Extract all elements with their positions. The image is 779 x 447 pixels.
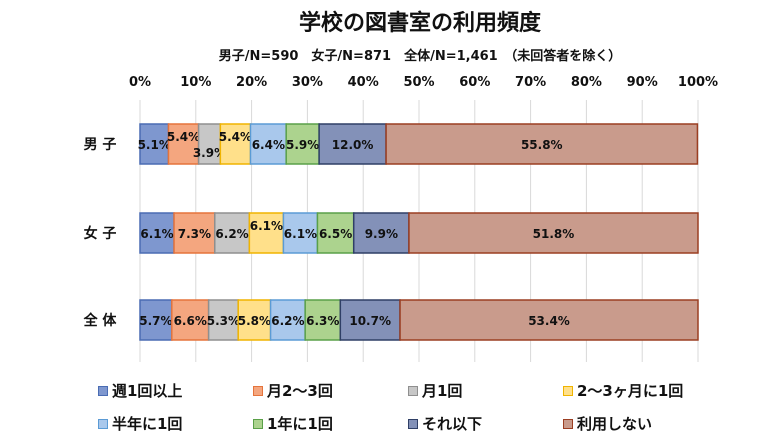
x-axis-ticks: 0% 10% 20% 30% 40% 50% 60% 70% 80% 90% 100% (129, 75, 718, 90)
bar-segment (219, 123, 252, 165)
category-label: 女 子 (84, 225, 117, 242)
bar-segment (167, 123, 200, 165)
legend: 週1回以上 月2～3回 月1回 2～3ヶ月に1回半年に1回 1年に1回 それ以下 利用しない (98, 380, 738, 434)
legend-swatch (563, 385, 573, 396)
legend-swatch (253, 385, 263, 396)
data-label: 5.3% (207, 314, 240, 328)
legend-item: 利用しない (563, 413, 738, 434)
bar-segment (399, 299, 699, 341)
x-tick-label: 60% (459, 75, 490, 90)
bar-segment (214, 212, 251, 254)
x-tick-label: 50% (403, 75, 434, 90)
legend-swatch (253, 418, 263, 429)
bar-segment (139, 123, 170, 165)
category-labels: 男 子女 子全 体 (83, 137, 118, 329)
data-label: 10.7% (349, 314, 391, 328)
data-label: 6.1% (140, 227, 173, 241)
legend-item: 月1回 (408, 380, 563, 401)
bar-segment (408, 212, 699, 254)
data-label: 3.9% (193, 146, 226, 160)
bar-segment (207, 299, 239, 341)
data-label: 9.9% (365, 227, 398, 241)
category-label: 男 子 (84, 137, 117, 153)
bar-segment (352, 212, 410, 254)
data-label: 5.9% (286, 138, 319, 152)
legend-label: 月2～3回 (267, 382, 333, 400)
data-label: 6.4% (252, 138, 285, 152)
legend-swatch (98, 418, 108, 429)
x-tick-label: 30% (292, 75, 323, 90)
legend-item: 月2～3回 (253, 380, 408, 401)
x-tick-label: 20% (236, 75, 267, 90)
legend-swatch (408, 385, 418, 396)
chart-subtitle: 男子/N=590 女子/N=871 全体/N=1,461 （未回答者を除く） (219, 48, 621, 64)
x-tick-label: 0% (129, 75, 151, 90)
x-tick-label: 100% (678, 75, 718, 90)
data-label: 12.0% (332, 138, 374, 152)
data-label: 53.4% (528, 314, 570, 328)
data-label: 6.2% (271, 314, 304, 328)
legend-item: 半年に1回 (98, 413, 253, 434)
data-label: 5.4% (167, 130, 200, 144)
chart-title: 学校の図書室の利用頻度 (299, 10, 542, 36)
data-label: 6.2% (215, 227, 248, 241)
bar-segment (139, 299, 173, 341)
data-label: 6.6% (174, 314, 207, 328)
legend-item: 週1回以上 (98, 380, 253, 401)
data-label: 6.3% (306, 314, 339, 328)
legend-swatch (408, 418, 418, 429)
data-label: 5.8% (238, 314, 271, 328)
x-tick-label: 40% (348, 75, 379, 90)
bar-segment (282, 212, 319, 254)
legend-label: 半年に1回 (112, 415, 183, 433)
bar-segment (139, 212, 175, 254)
legend-label: 2～3ヶ月に1回 (577, 382, 684, 400)
bar-segment (269, 299, 306, 341)
legend-swatch (98, 385, 108, 396)
bar-segment (248, 212, 285, 254)
data-label: 6.5% (319, 227, 352, 241)
bar-segment (173, 212, 216, 254)
x-tick-label: 90% (627, 75, 658, 90)
data-label: 5.7% (139, 314, 172, 328)
legend-label: 月1回 (422, 382, 463, 400)
legend-item: 1年に1回 (253, 413, 408, 434)
legend-label: それ以下 (422, 415, 483, 433)
legend-swatch (563, 418, 573, 429)
bar-segment (249, 123, 287, 165)
x-tick-label: 10% (180, 75, 211, 90)
x-tick-label: 70% (515, 75, 546, 90)
legend-label: 1年に1回 (267, 415, 333, 433)
bar-segment (385, 123, 699, 165)
legend-label: 利用しない (577, 415, 653, 433)
data-label: 55.8% (521, 138, 563, 152)
data-label: 5.4% (219, 130, 252, 144)
bar-segment (304, 299, 342, 341)
data-label: 5.1% (138, 138, 171, 152)
data-label: 6.1% (250, 219, 283, 233)
bar-segment (237, 299, 272, 341)
category-label: 全 体 (83, 312, 118, 329)
data-label: 7.3% (178, 227, 211, 241)
x-tick-label: 80% (571, 75, 602, 90)
legend-label: 週1回以上 (112, 382, 183, 400)
legend-item: 2～3ヶ月に1回 (563, 380, 738, 401)
data-label: 51.8% (533, 227, 575, 241)
data-label: 6.1% (284, 227, 317, 241)
legend-item: それ以下 (408, 413, 563, 434)
bars: 5.1%5.4%3.9%5.4%6.4% 5.9% 12.0% 55.8%6.1% 7.… (138, 123, 699, 341)
